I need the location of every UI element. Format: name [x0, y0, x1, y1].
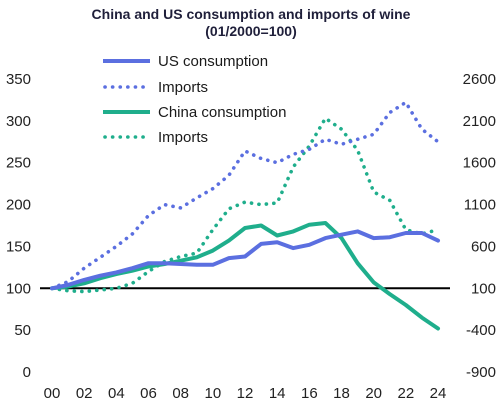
- x-axis-tick-label: 24: [430, 385, 447, 402]
- series-line-china-dotted: [50, 116, 440, 294]
- right-axis-tick-label: -400: [466, 322, 496, 339]
- left-axis-tick-label: 200: [6, 197, 31, 214]
- x-axis-tick-label: 20: [365, 385, 382, 402]
- x-axis-tick-label: 04: [108, 385, 125, 402]
- legend-label: China consumption: [158, 104, 286, 121]
- x-axis-tick-label: 00: [44, 385, 61, 402]
- x-axis-tick-label: 06: [140, 385, 157, 402]
- right-axis-tick-label: 1100: [464, 197, 496, 214]
- right-axis-tick-label: 600: [471, 238, 496, 255]
- chart-title-line: China and US consumption and imports of …: [91, 6, 411, 22]
- left-axis-tick-label: 0: [23, 364, 31, 381]
- right-axis-tick-label: 1600: [463, 155, 496, 172]
- right-axis-tick-labels: -900 -400 100 600 1100 1600 2100 2600: [463, 71, 496, 381]
- right-axis-tick-label: 2100: [463, 113, 496, 130]
- legend-label: Imports: [158, 79, 208, 96]
- left-axis-tick-labels: 0 50 100 150 200 250 300 350: [6, 71, 31, 381]
- left-axis-tick-label: 350: [6, 71, 31, 88]
- x-axis-tick-label: 18: [333, 385, 350, 402]
- x-axis-tick-labels: 00 02 04 06 08 10 12 14 16 18 20 22 24: [44, 385, 447, 402]
- right-axis-tick-label: 100: [471, 280, 496, 297]
- chart-title: China and US consumption and imports of …: [0, 6, 502, 40]
- series-line-us-solid: [50, 229, 440, 291]
- right-axis-tick-label: -900: [466, 364, 496, 381]
- left-axis-tick-label: 100: [6, 280, 31, 297]
- left-axis-tick-label: 50: [14, 322, 31, 339]
- x-axis-tick-label: 22: [397, 385, 414, 402]
- series-line-us-dotted: [50, 100, 440, 291]
- x-axis-tick-label: 14: [269, 385, 286, 402]
- x-axis-tick-label: 02: [76, 385, 93, 402]
- left-axis-tick-label: 300: [6, 113, 31, 130]
- legend-label: Imports: [158, 129, 208, 146]
- x-axis-tick-label: 10: [204, 385, 221, 402]
- x-axis-tick-label: 16: [301, 385, 318, 402]
- left-axis-tick-label: 150: [6, 238, 31, 255]
- left-axis-tick-label: 250: [6, 155, 31, 172]
- x-axis-tick-label: 12: [237, 385, 254, 402]
- legend-label: US consumption: [158, 53, 268, 70]
- legend: US consumption Imports China consumption Im…: [103, 53, 286, 146]
- x-axis-tick-label: 08: [172, 385, 189, 402]
- chart-subtitle-line: (01/2000=100): [205, 23, 297, 39]
- series-lines: [50, 100, 440, 331]
- right-axis-tick-label: 2600: [463, 71, 496, 88]
